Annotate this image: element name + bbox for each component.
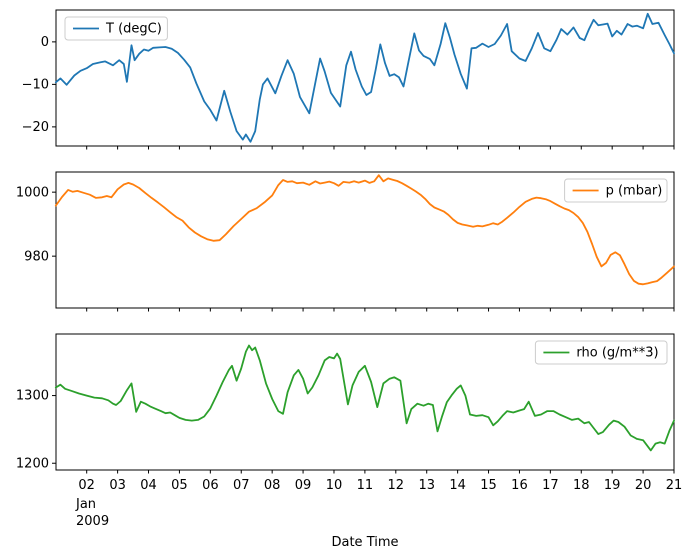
y-tick-label: −10	[22, 78, 49, 93]
y-tick-label: 1300	[16, 389, 49, 404]
y-tick-label: −20	[22, 120, 49, 135]
legend: rho (g/m**3)	[534, 340, 668, 365]
x-tick-label: 18	[573, 478, 590, 493]
x-tick-label: 13	[418, 478, 435, 493]
y-tick-label: 980	[24, 249, 49, 264]
legend: p (mbar)	[564, 178, 668, 203]
series-line-rho	[54, 344, 675, 452]
y-tick-label: 1000	[16, 185, 49, 200]
x-tick-label: 14	[449, 478, 466, 493]
x-tick-label: 02	[78, 478, 95, 493]
subplots-group: 0 −10 −20 T (degC) 1000 980 p (mbar) 1300 1200 02…	[16, 9, 683, 493]
x-tick-label: 21	[666, 478, 683, 493]
x-tick-label: 09	[295, 478, 312, 493]
legend-label: T (degC)	[105, 22, 162, 37]
x-axis-label: Date Time	[331, 535, 398, 550]
legend-label: rho (g/m**3)	[576, 346, 658, 361]
x-tick-label: 08	[264, 478, 281, 493]
x-tick-label: 17	[542, 478, 559, 493]
series-line-p	[54, 174, 675, 286]
x-tick-label: 04	[140, 478, 157, 493]
x-tick-label: 12	[388, 478, 405, 493]
subplot-rho: 1300 1200 02 03 04 05 06 07 08 09 10 11 12 13 14 15 16 17…	[16, 333, 683, 493]
x-offset-month-label: Jan	[75, 497, 96, 512]
x-tick-label: 15	[480, 478, 497, 493]
x-tick-label: 03	[109, 478, 126, 493]
x-tick-label: 19	[604, 478, 621, 493]
x-tick-label: 20	[635, 478, 652, 493]
series-line-T	[54, 12, 675, 143]
subplot-p: 1000 980 p (mbar)	[16, 171, 675, 312]
legend-box	[64, 16, 168, 41]
legend-box	[564, 178, 668, 203]
x-tick-label: 11	[357, 478, 374, 493]
x-offset-year-label: 2009	[76, 514, 109, 529]
x-tick-label: 10	[326, 478, 343, 493]
x-tick-label: 06	[202, 478, 219, 493]
x-tick-label: 05	[171, 478, 188, 493]
legend-label: p (mbar)	[606, 184, 663, 199]
legend-box	[534, 340, 668, 365]
subplot-T: 0 −10 −20 T (degC)	[22, 9, 675, 150]
x-tick-label: 16	[511, 478, 528, 493]
x-tick-label: 07	[233, 478, 250, 493]
legend: T (degC)	[64, 16, 168, 41]
y-tick-label: 0	[41, 35, 49, 50]
y-tick-label: 1200	[16, 456, 49, 471]
